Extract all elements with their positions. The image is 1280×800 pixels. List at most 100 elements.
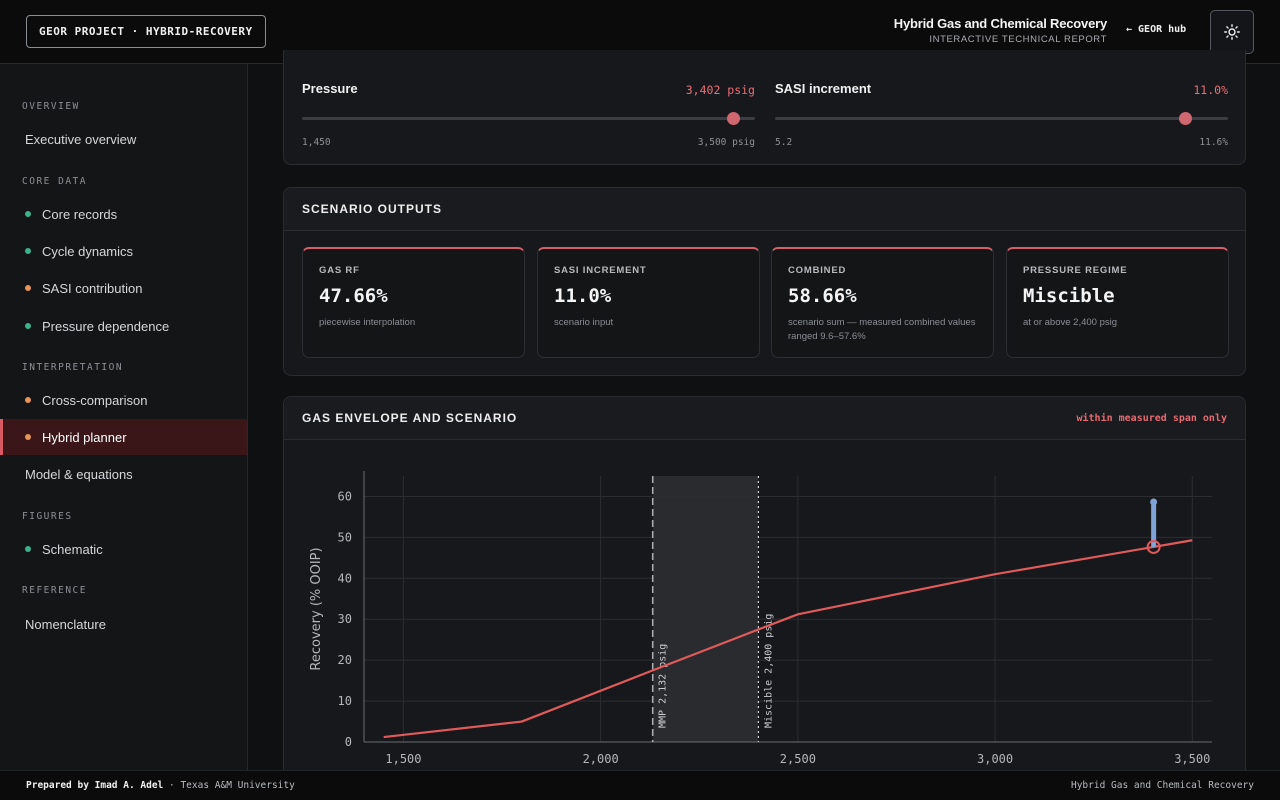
nav-section-overview: OVERVIEW bbox=[22, 101, 80, 112]
scenario-outputs-title: SCENARIO OUTPUTS bbox=[302, 202, 443, 216]
reference-line-label: MMP 2,132 psig bbox=[658, 644, 669, 728]
nav-item-nomenclature[interactable]: Nomenclature bbox=[0, 606, 247, 642]
sasi-slider-thumb[interactable] bbox=[1179, 112, 1193, 125]
gas-envelope-card: GAS ENVELOPE AND SCENARIO within measure… bbox=[283, 396, 1246, 786]
y-tick-label: 20 bbox=[338, 653, 352, 667]
nav-section-core-data: CORE DATA bbox=[22, 176, 87, 187]
report-title: Hybrid Gas and Chemical Recovery bbox=[893, 16, 1107, 31]
status-dot bbox=[25, 323, 31, 329]
y-tick-label: 0 bbox=[345, 735, 352, 749]
y-axis-label: Recovery (% OOIP) bbox=[309, 547, 324, 670]
x-tick-label: 3,500 bbox=[1174, 752, 1210, 766]
nav-item-sasi-contribution[interactable]: SASI contribution bbox=[0, 270, 247, 306]
y-tick-label: 60 bbox=[338, 489, 352, 503]
report-titles: Hybrid Gas and Chemical Recovery INTERAC… bbox=[894, 16, 1107, 45]
x-tick-label: 2,000 bbox=[583, 752, 619, 766]
pressure-slider-track[interactable] bbox=[302, 117, 755, 120]
pressure-slider-thumb[interactable] bbox=[726, 112, 740, 125]
geor-hub-link[interactable]: ← GEOR hub bbox=[1126, 24, 1186, 35]
nav-item-hybrid-planner[interactable]: Hybrid planner bbox=[0, 419, 247, 455]
output-label: GAS RF bbox=[319, 265, 360, 276]
nav-item-label: Hybrid planner bbox=[42, 429, 127, 445]
status-dot bbox=[25, 248, 31, 254]
y-tick-label: 10 bbox=[338, 694, 352, 708]
hub-link-label: GEOR hub bbox=[1138, 24, 1187, 35]
footer-institution: · Texas A&M University bbox=[169, 780, 295, 791]
nav-item-cycle-dynamics[interactable]: Cycle dynamics bbox=[0, 233, 247, 269]
gas-envelope-title: GAS ENVELOPE AND SCENARIO bbox=[302, 411, 518, 425]
sun-icon bbox=[1224, 24, 1240, 40]
output-label: PRESSURE REGIME bbox=[1023, 265, 1128, 276]
status-dot bbox=[25, 285, 31, 291]
pressure-min: 1,450 bbox=[302, 137, 331, 148]
output-card-pressure-regime: PRESSURE REGIME Miscible at or above 2,4… bbox=[1006, 247, 1229, 358]
nav-item-label: Executive overview bbox=[25, 131, 137, 147]
nav-item-label: Core records bbox=[42, 206, 118, 222]
status-dot bbox=[25, 434, 31, 440]
output-note: piecewise interpolation bbox=[319, 317, 416, 328]
scenario-outputs-header: SCENARIO OUTPUTS bbox=[284, 188, 1245, 231]
nav-item-model-equations[interactable]: Model & equations bbox=[0, 456, 247, 492]
status-dot bbox=[25, 211, 31, 217]
scenario-gas-rf-marker bbox=[1146, 539, 1161, 554]
output-value: 11.0% bbox=[554, 285, 612, 307]
sasi-label: SASI increment bbox=[775, 81, 872, 96]
status-dot bbox=[25, 546, 31, 552]
pressure-label: Pressure bbox=[302, 81, 358, 96]
gas-envelope-chart: 0 10 20 30 40 50 60 1,500 2,000 2,500 3,000 3,500 Re… bbox=[309, 471, 1212, 766]
report-subtitle: INTERACTIVE TECHNICAL REPORT bbox=[929, 34, 1107, 45]
y-tick-label: 30 bbox=[338, 612, 352, 626]
output-note: scenario input bbox=[554, 317, 614, 328]
nav-item-core-records[interactable]: Core records bbox=[0, 196, 247, 232]
arrow-left-icon: ← bbox=[1126, 24, 1133, 35]
nav-item-label: Cycle dynamics bbox=[42, 243, 134, 259]
x-tick-label: 2,500 bbox=[780, 752, 816, 766]
footer-author: Prepared by Imad A. Adel bbox=[26, 780, 164, 791]
x-tick-label: 1,500 bbox=[385, 752, 421, 766]
span-note: within measured span only bbox=[1076, 412, 1227, 424]
nav-section-figures: FIGURES bbox=[22, 511, 73, 522]
combined-point bbox=[1150, 498, 1158, 506]
output-value: 47.66% bbox=[319, 285, 388, 307]
gas-envelope-line bbox=[383, 539, 1193, 739]
output-value: Miscible bbox=[1023, 285, 1115, 307]
pressure-max: 3,500 psig bbox=[697, 137, 755, 148]
nav-item-label: Pressure dependence bbox=[42, 318, 170, 334]
nav-item-label: Model & equations bbox=[25, 466, 133, 482]
output-card-gas-rf: GAS RF 47.66% piecewise interpolation bbox=[302, 247, 525, 358]
y-tick-label: 40 bbox=[338, 571, 352, 585]
scenario-controls-card: Pressure 3,402 psig 1,450 3,500 psig SAS… bbox=[283, 50, 1246, 165]
reference-line-label: Miscible 2,400 psig bbox=[763, 614, 774, 728]
sasi-slider-track[interactable] bbox=[775, 117, 1228, 120]
gas-envelope-header: GAS ENVELOPE AND SCENARIO within measure… bbox=[284, 397, 1245, 440]
nav-item-label: Cross-comparison bbox=[42, 392, 148, 408]
project-badge[interactable]: GEOR PROJECT · HYBRID-RECOVERY bbox=[26, 15, 266, 48]
output-card-combined: COMBINED 58.66% scenario sum — measured … bbox=[771, 247, 994, 358]
nav-item-label: Schematic bbox=[42, 541, 103, 557]
scenario-outputs-card: SCENARIO OUTPUTS GAS RF 47.66% piecewise… bbox=[283, 187, 1246, 376]
output-note: scenario sum — measured combined values … bbox=[788, 317, 976, 342]
nav-section-reference: REFERENCE bbox=[22, 585, 87, 596]
output-value: 58.66% bbox=[788, 285, 857, 307]
sasi-value: 11.0% bbox=[1193, 83, 1228, 97]
sasi-min: 5.2 bbox=[775, 137, 793, 148]
theme-toggle-button[interactable] bbox=[1210, 10, 1254, 54]
nav-item-label: SASI contribution bbox=[42, 280, 143, 296]
nav-item-executive-overview[interactable]: Executive overview bbox=[0, 121, 247, 157]
page-footer: Prepared by Imad A. Adel · Texas A&M Uni… bbox=[0, 770, 1280, 800]
sidebar-nav: OVERVIEW Executive overview CORE DATA Co… bbox=[0, 64, 248, 770]
footer-title: Hybrid Gas and Chemical Recovery bbox=[1070, 780, 1254, 791]
x-tick-label: 3,000 bbox=[977, 752, 1013, 766]
output-label: SASI INCREMENT bbox=[554, 265, 647, 276]
nav-item-pressure-dependence[interactable]: Pressure dependence bbox=[0, 308, 247, 344]
nav-section-interpretation: INTERPRETATION bbox=[22, 362, 124, 373]
pressure-value: 3,402 psig bbox=[685, 83, 755, 97]
sasi-max: 11.6% bbox=[1199, 137, 1228, 148]
status-dot bbox=[25, 397, 31, 403]
nav-item-schematic[interactable]: Schematic bbox=[0, 531, 247, 567]
nav-item-cross-comparison[interactable]: Cross-comparison bbox=[0, 382, 247, 418]
footer-credit: Prepared by Imad A. Adel · Texas A&M Uni… bbox=[26, 780, 295, 791]
y-tick-label: 50 bbox=[338, 530, 352, 544]
output-note: at or above 2,400 psig bbox=[1023, 317, 1118, 328]
output-label: COMBINED bbox=[788, 265, 847, 276]
